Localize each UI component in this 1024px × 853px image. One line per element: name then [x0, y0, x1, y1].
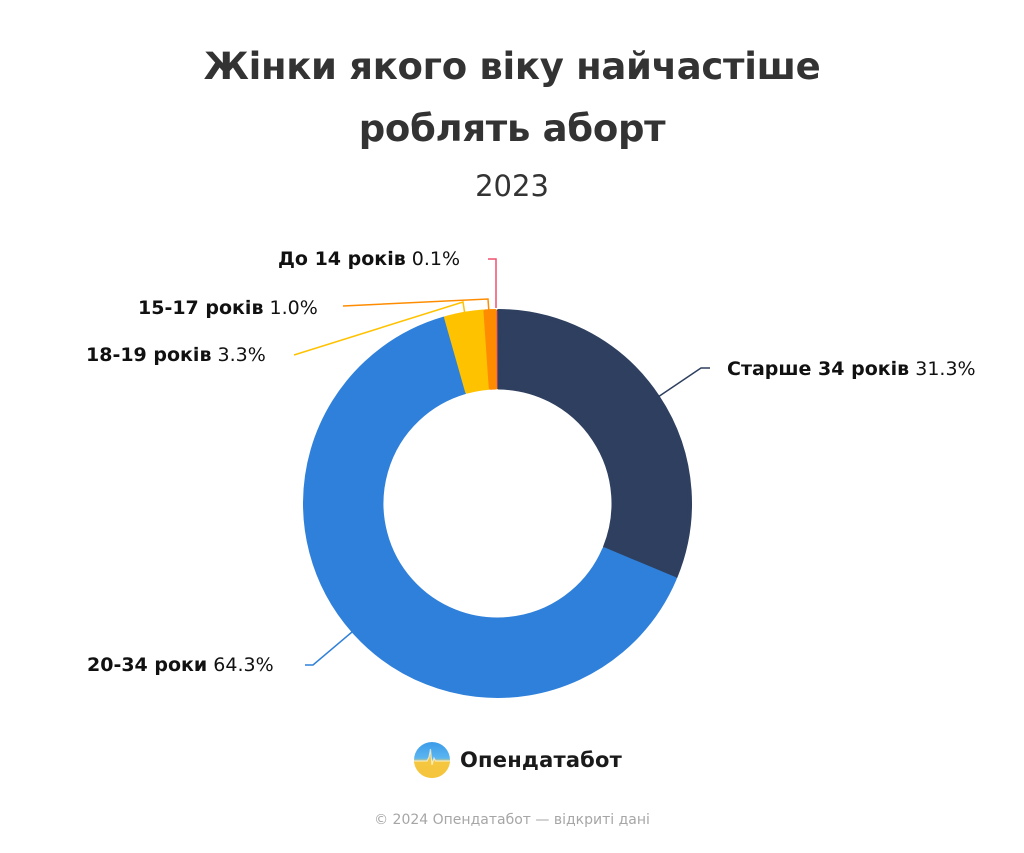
footer-copyright: © 2024 Опендатабот — відкриті дані [374, 812, 650, 828]
label-older-34: Старше 34 років 31.3% [727, 357, 976, 381]
label-name: 15-17 років [138, 297, 264, 319]
leader-line-under14 [488, 258, 497, 308]
label-name: 20-34 роки [87, 654, 208, 676]
label-percent: 3.3% [217, 344, 266, 366]
label-name: Старше 34 років [727, 358, 910, 380]
brand-name: Опендатабот [460, 748, 623, 772]
brand-logo: Опендатабот [413, 741, 622, 779]
label-percent: 1.0% [269, 297, 318, 319]
donut-slice-0 [496, 309, 692, 579]
label-under-14: До 14 років 0.1% [278, 247, 460, 271]
leader-line-18-19 [293, 301, 466, 356]
label-name: 18-19 років [86, 344, 212, 366]
label-15-17: 15-17 років 1.0% [138, 296, 318, 320]
chart-subtitle-year: 2023 [475, 169, 549, 203]
donut-slice-2 [444, 309, 491, 394]
chart-title-line-1: Жінки якого віку найчастіше [203, 45, 821, 88]
label-percent: 0.1% [411, 248, 461, 270]
chart-title-line-2: роблять аборт [358, 107, 666, 150]
label-percent: 64.3% [213, 654, 274, 676]
donut-slice-1 [303, 316, 677, 698]
opendatabot-pulse-logo-icon [414, 742, 450, 778]
label-18-19: 18-19 років 3.3% [86, 343, 266, 367]
leader-line-older34 [657, 367, 710, 398]
donut-slice-4 [496, 310, 498, 388]
label-name: До 14 років [278, 248, 406, 270]
donut-slices [303, 309, 692, 698]
leader-line-15-17 [342, 298, 490, 314]
leader-lines [293, 258, 710, 666]
leader-line-20-34 [305, 631, 353, 666]
label-percent: 31.3% [915, 358, 976, 380]
label-20-34: 20-34 роки 64.3% [87, 653, 274, 677]
